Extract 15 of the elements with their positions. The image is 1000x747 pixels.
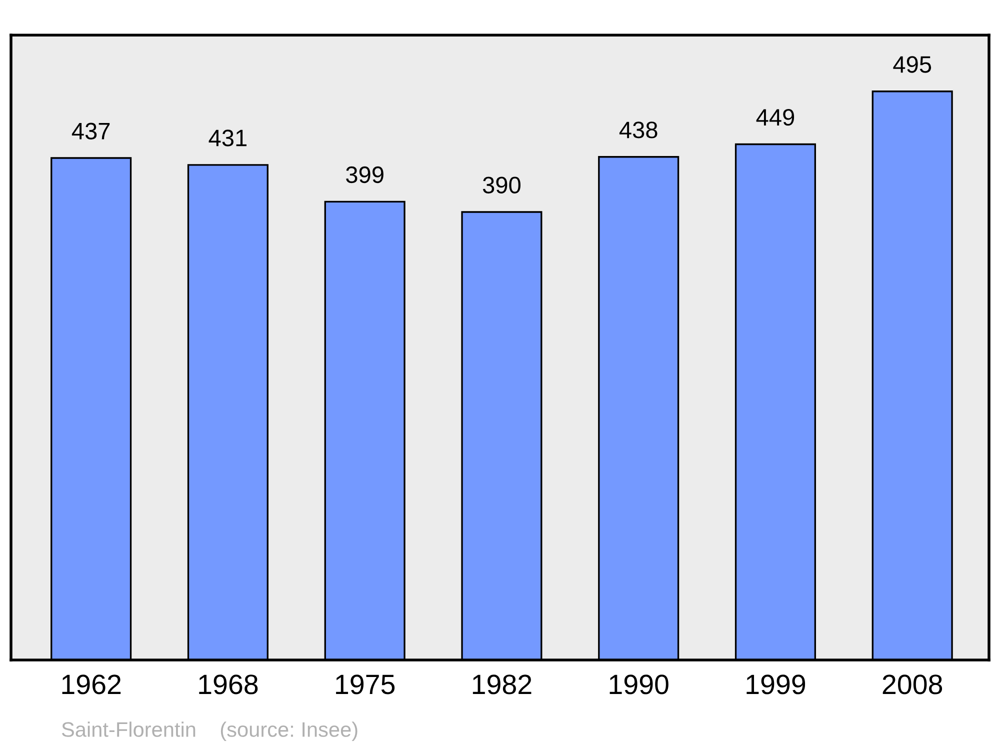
x-tick-label: 1962 bbox=[62, 674, 121, 694]
data-label: 437 bbox=[72, 122, 110, 140]
data-label: 438 bbox=[619, 122, 658, 138]
data-label: 495 bbox=[893, 56, 932, 73]
x-tick-label: 1999 bbox=[746, 674, 806, 694]
x-tick-label: 2008 bbox=[882, 674, 942, 694]
x-tick-label: 1968 bbox=[199, 674, 258, 694]
x-tick-label: 1990 bbox=[610, 674, 668, 694]
x-tick-label: 1982 bbox=[472, 674, 532, 694]
x-tick-label: 1975 bbox=[336, 674, 395, 694]
text: Saint-Florentin (source: Insee) bbox=[62, 722, 358, 742]
data-label: 399 bbox=[346, 166, 384, 184]
data-label: 431 bbox=[208, 130, 246, 146]
data-label: 390 bbox=[482, 176, 520, 194]
data-label: 449 bbox=[756, 108, 794, 126]
